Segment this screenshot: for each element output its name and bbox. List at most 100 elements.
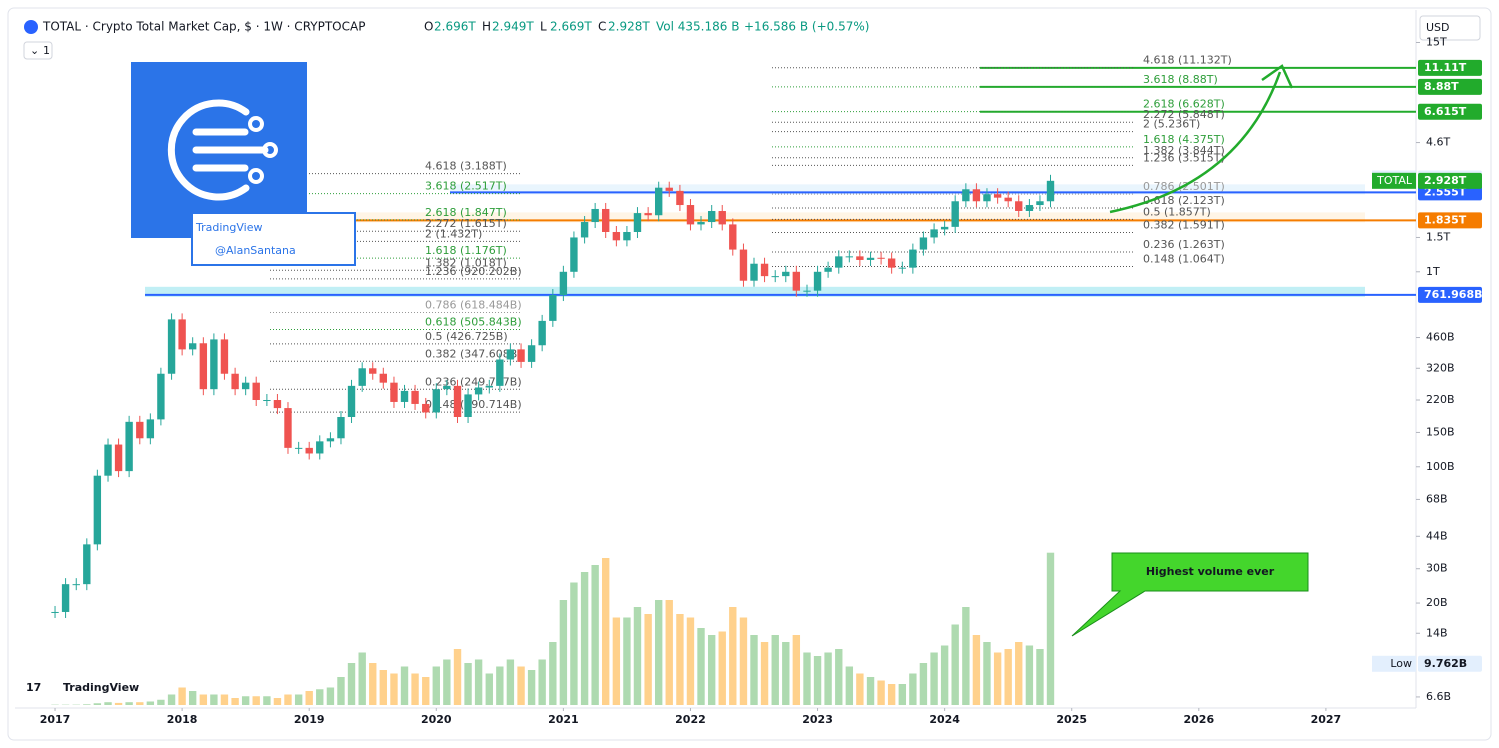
fib-label: 0.148 (190.714B) — [425, 398, 522, 411]
ohlc-value: 2.928T — [608, 20, 650, 34]
volume-bar — [496, 666, 504, 705]
fib-label: 1.382 (1.018T) — [425, 256, 507, 269]
level-badge — [1418, 103, 1482, 120]
ohlc-key: H — [482, 20, 491, 34]
candle-body — [676, 190, 684, 206]
level-badge — [1418, 59, 1482, 76]
y-tick-label: 100B — [1426, 460, 1455, 473]
fib-label: 2.618 (1.847T) — [425, 206, 507, 219]
volume-bar — [1004, 649, 1012, 705]
candle-body — [188, 343, 197, 350]
volume-bar — [305, 691, 313, 705]
candle-body — [136, 421, 144, 439]
ohlc-value: 2.696T — [434, 20, 476, 34]
volume: Vol 435.186 B — [656, 20, 739, 34]
candle-body — [146, 419, 155, 439]
collapse-button[interactable] — [23, 41, 53, 60]
volume-bar — [623, 617, 631, 705]
watermark-icon: 17 — [26, 681, 41, 694]
candle-body — [951, 201, 959, 227]
candle-body — [390, 382, 398, 402]
volume-bar — [167, 694, 176, 705]
candle-body — [51, 611, 59, 613]
candle-body — [898, 267, 907, 269]
callout-box — [1071, 552, 1309, 637]
candle-body — [1036, 201, 1044, 206]
logo-caption — [191, 212, 356, 266]
candle-body — [750, 263, 758, 281]
volume-bar — [252, 696, 260, 705]
marker-label: 9.762B — [1424, 657, 1467, 670]
candle-body — [114, 444, 123, 472]
fib-label: 0.618 (505.843B) — [425, 316, 522, 329]
candle-body — [697, 222, 705, 225]
volume-bar — [273, 698, 282, 705]
candle-body — [538, 320, 546, 346]
candle-body — [157, 373, 165, 420]
y-tick-label: 15T — [1426, 35, 1447, 48]
candle-body — [909, 249, 917, 268]
fib-label: 1.618 (1.176T) — [425, 244, 507, 257]
x-tick-label: 2020 — [421, 713, 452, 726]
volume-bar — [771, 635, 779, 705]
candle-body — [400, 390, 409, 402]
fib-label: 0.148 (1.064T) — [1143, 253, 1225, 266]
volume-bar — [940, 645, 949, 705]
symbol-title: TOTAL · Crypto Total Market Cap, $ · 1W … — [42, 20, 365, 34]
level-badge — [1418, 212, 1482, 229]
volume-bar — [83, 704, 91, 705]
candle-body — [83, 544, 91, 585]
volume-bar — [951, 624, 959, 705]
candle-body — [379, 373, 387, 383]
volume-bar — [962, 607, 970, 705]
candle-body — [125, 421, 133, 472]
volume-bar — [326, 687, 335, 705]
volume-bar — [178, 687, 186, 705]
volume-bar — [602, 558, 610, 705]
marker-label: 2.928T — [1424, 174, 1467, 187]
volume-bar — [655, 600, 663, 705]
volume-bar — [453, 649, 462, 705]
volume-bar — [993, 652, 1002, 705]
volume-bar — [718, 631, 726, 705]
volume-bar — [294, 694, 303, 705]
candle-body — [337, 416, 345, 439]
marker-tag-box — [1372, 172, 1416, 189]
ohlc: O 2.696T H 2.949T L 2.669T C 2.928T Vol 435.186 … — [424, 20, 869, 34]
candle-body — [993, 194, 1002, 198]
candle-body — [517, 349, 525, 362]
fib-label: 2 (5.236T) — [1143, 118, 1200, 131]
symbol-icon — [24, 20, 38, 34]
candle-body — [887, 258, 896, 268]
fib-label: 0.786 (618.484B) — [425, 298, 522, 311]
level-badge — [1418, 78, 1482, 95]
y-tick-label: 1T — [1426, 265, 1440, 278]
candle-body — [527, 345, 536, 362]
y-tick-label: 44B — [1426, 529, 1448, 542]
volume-bar — [369, 663, 377, 705]
candle-body — [665, 187, 673, 191]
fib-label: 0.618 (2.123T) — [1143, 194, 1225, 207]
volume-bar — [633, 607, 642, 705]
volume-bar — [527, 670, 536, 705]
y-tick-label: 460B — [1426, 331, 1455, 344]
y-tick-label: 4.6T — [1426, 136, 1450, 149]
x-tick-label: 2021 — [548, 713, 579, 726]
candle-body — [422, 403, 430, 413]
level-badge-label: 6.615T — [1424, 105, 1467, 118]
candle-body — [760, 263, 769, 277]
marker-tag: Low — [1390, 657, 1412, 670]
candle-body — [316, 441, 324, 454]
callout-text: Highest volume ever — [1146, 565, 1275, 578]
volume-bar — [866, 677, 875, 705]
candle-body — [549, 295, 557, 321]
fib-label: 1.382 (3.844T) — [1143, 144, 1225, 157]
currency-button[interactable] — [1419, 15, 1481, 41]
plot: 4.618 (3.188T) 3.618 (2.517T) 2.618 (1.847… — [51, 54, 1416, 705]
candle-body — [707, 211, 716, 223]
volume-bar — [337, 677, 345, 705]
volume-bar — [782, 642, 790, 705]
fib-label: 0.5 (426.725B) — [425, 330, 508, 343]
volume-bar — [760, 642, 769, 705]
fib-label: 4.618 (3.188T) — [425, 160, 507, 173]
